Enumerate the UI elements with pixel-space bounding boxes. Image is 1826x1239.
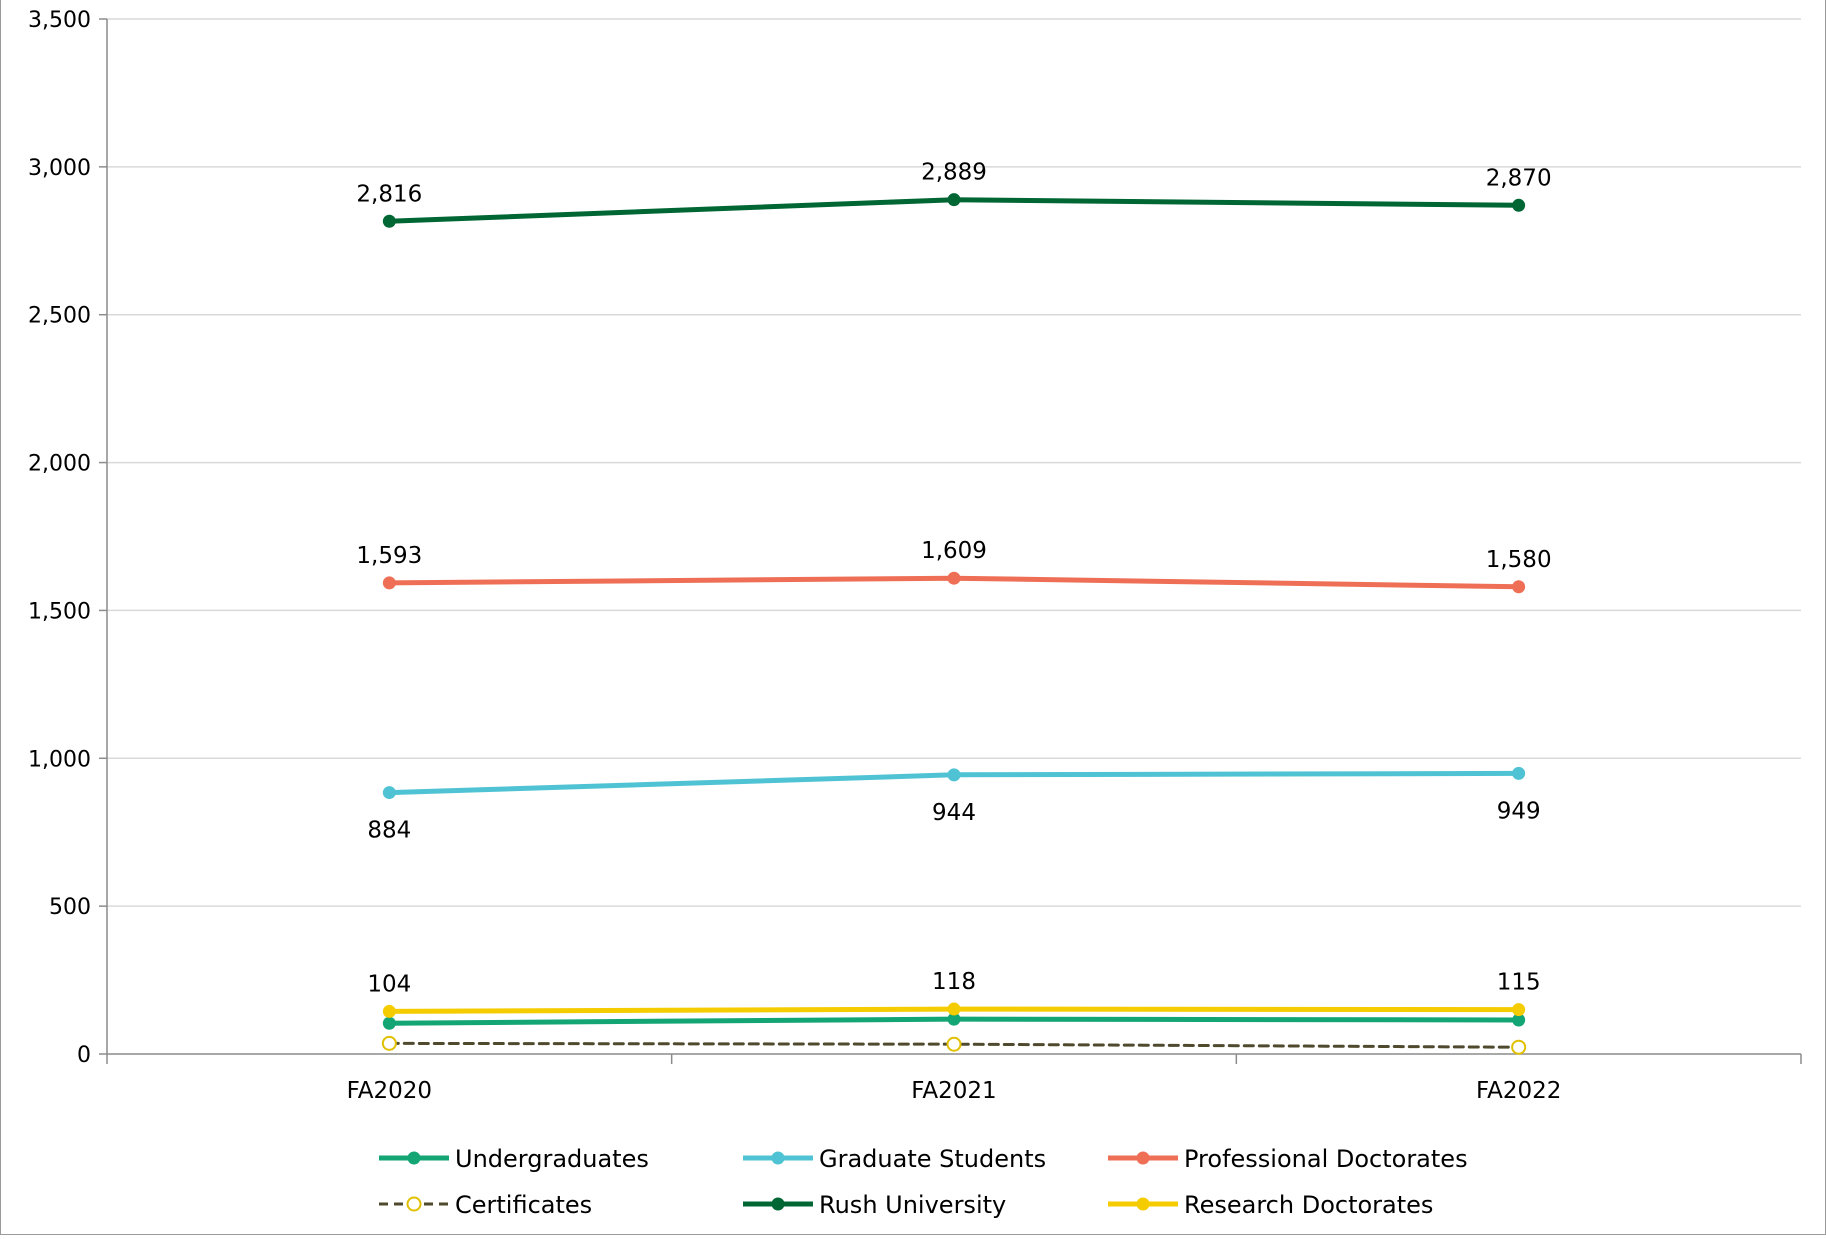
legend-item: Professional Doctorates (1108, 1145, 1468, 1173)
legend-label: Rush University (819, 1191, 1006, 1219)
data-point (382, 1016, 396, 1030)
legend-label: Certificates (455, 1191, 592, 1219)
data-point (947, 571, 961, 585)
data-label: 104 (367, 971, 411, 997)
gridlines (107, 18, 1801, 907)
data-label: 2,870 (1486, 165, 1552, 191)
legend-marker (1136, 1197, 1150, 1211)
data-point (382, 1004, 396, 1018)
y-tick-label: 2,500 (28, 304, 91, 329)
y-tick-label: 3,000 (28, 156, 91, 181)
axes: 0 500 1,000 1,500 2,000 2,500 3,000 3,500 FA2020… (28, 8, 1802, 1104)
legend-label: Graduate Students (819, 1145, 1046, 1173)
legend-label: Research Doctorates (1184, 1191, 1433, 1219)
legend-label: Professional Doctorates (1184, 1145, 1468, 1173)
data-label: 115 (1497, 970, 1541, 996)
data-point (1512, 766, 1526, 780)
legend-marker (771, 1197, 785, 1211)
legend-marker (406, 1196, 422, 1212)
legend-item: Research Doctorates (1108, 1191, 1433, 1219)
data-point (947, 1012, 961, 1026)
legend-item: Rush University (743, 1191, 1006, 1219)
data-point (382, 576, 396, 590)
data-label: 2,816 (356, 181, 422, 207)
data-label: 949 (1497, 798, 1541, 824)
x-tick-label: FA2021 (911, 1078, 996, 1104)
data-point (947, 768, 961, 782)
data-label: 884 (367, 818, 411, 844)
legend-marker (1136, 1151, 1150, 1165)
legend-marker (407, 1151, 421, 1165)
series-lines (381, 193, 1527, 1055)
data-point (1511, 1039, 1527, 1055)
data-label: 1,580 (1486, 547, 1552, 573)
data-point (947, 193, 961, 207)
y-tick-label: 1,000 (28, 747, 91, 772)
y-tick-label: 2,000 (28, 452, 91, 477)
y-tick-label: 1,500 (28, 599, 91, 624)
legend-label: Undergraduates (455, 1145, 649, 1173)
data-label: 1,609 (921, 538, 987, 564)
x-tick-label: FA2020 (347, 1078, 432, 1104)
legend: Undergraduates Graduate Students Professio… (379, 1145, 1468, 1219)
y-tick-label: 3,500 (28, 8, 91, 33)
data-point (381, 1035, 397, 1051)
x-tick-label: FA2022 (1476, 1078, 1561, 1104)
data-label: 1,593 (356, 543, 422, 569)
data-point (946, 1036, 962, 1052)
data-point (1512, 198, 1526, 212)
data-point (382, 214, 396, 228)
legend-item: Undergraduates (379, 1145, 649, 1173)
data-point (382, 786, 396, 800)
data-point (1512, 1013, 1526, 1027)
legend-item: Certificates (379, 1191, 592, 1219)
legend-marker (771, 1151, 785, 1165)
data-labels: 884 944 949 1,593 1,609 1,580 2,816 2,889 2,870 1… (356, 160, 1551, 998)
legend-item: Graduate Students (743, 1145, 1046, 1173)
data-point (1512, 1003, 1526, 1017)
data-label: 2,889 (921, 160, 987, 186)
data-point (947, 1002, 961, 1016)
y-tick-label: 500 (49, 895, 91, 920)
y-tick-label: 0 (77, 1043, 91, 1068)
data-label: 118 (932, 969, 976, 995)
data-point (1512, 580, 1526, 594)
data-label: 944 (932, 800, 976, 826)
